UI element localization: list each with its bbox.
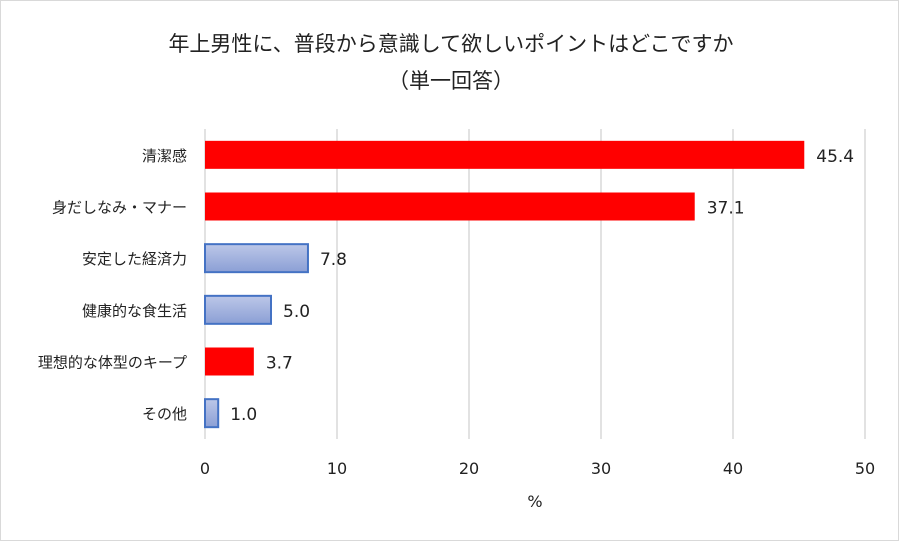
bar	[204, 294, 272, 325]
bar	[205, 347, 254, 376]
bar	[205, 192, 695, 221]
x-tick-label: 10	[327, 459, 347, 478]
category-label: 健康的な食生活	[82, 302, 187, 320]
category-label: 理想的な体型のキープ	[38, 354, 187, 372]
data-label: 3.7	[266, 354, 293, 374]
category-label: 清潔感	[142, 147, 187, 165]
chart-title: 年上男性に、普段から意識して欲しいポイントはどこですか	[168, 32, 733, 56]
x-tick-label: 50	[855, 459, 875, 478]
bar	[205, 140, 805, 169]
bar	[204, 398, 220, 429]
bar	[204, 243, 309, 274]
x-tick-label: 20	[459, 459, 479, 478]
category-label: 身だしなみ・マナー	[52, 199, 187, 217]
x-tick-label: 0	[200, 459, 210, 478]
chart-subtitle: （単一回答）	[388, 69, 514, 93]
x-tick-label: 40	[723, 459, 743, 478]
category-label: 安定した経済力	[82, 250, 187, 268]
x-tick-label: 30	[591, 459, 611, 478]
x-axis-label: %	[527, 492, 542, 511]
data-label: 37.1	[707, 199, 745, 219]
data-label: 5.0	[283, 302, 310, 322]
category-label: その他	[142, 405, 187, 423]
data-label: 1.0	[230, 405, 257, 425]
data-label: 7.8	[320, 250, 347, 270]
data-label: 45.4	[816, 147, 854, 167]
